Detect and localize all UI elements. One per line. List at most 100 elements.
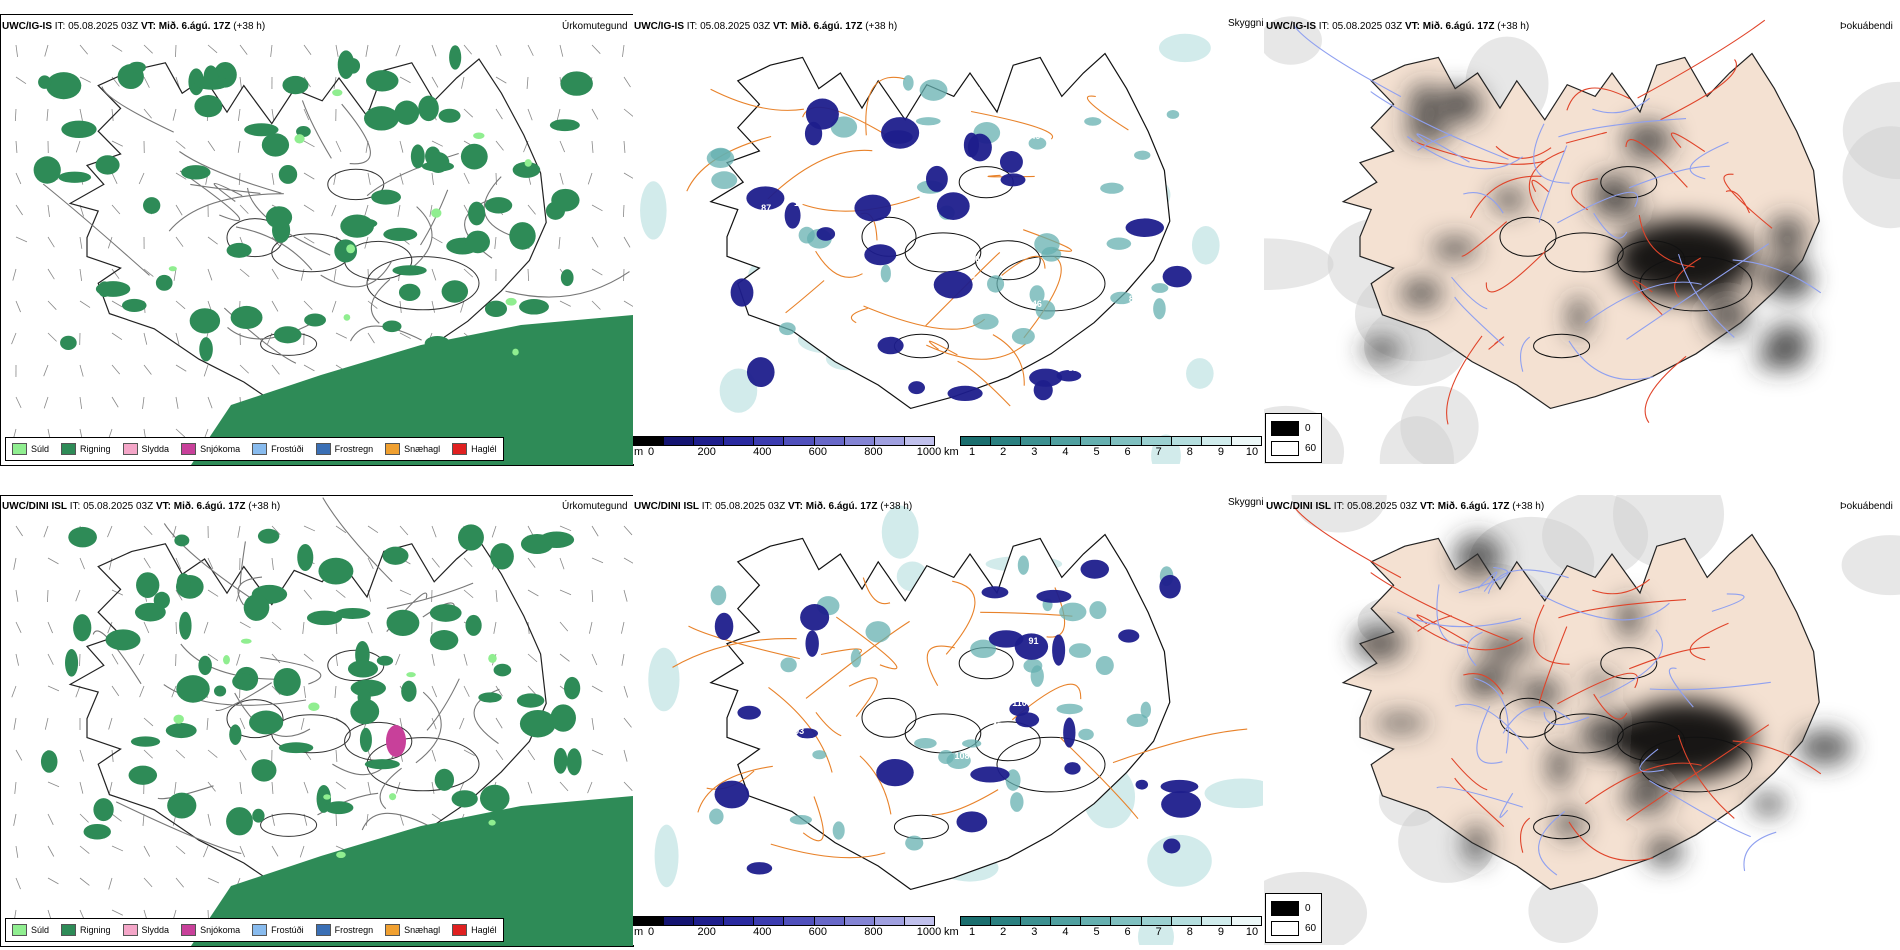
wind-barb	[47, 204, 50, 217]
vt-value: Mið. 6.ágú. 17Z	[1422, 21, 1495, 32]
precip-area	[265, 206, 293, 229]
wind-barb	[47, 268, 55, 280]
precip-area	[915, 117, 941, 126]
wind-barb	[623, 108, 633, 117]
precip-area	[441, 280, 469, 303]
precip-area	[714, 780, 750, 809]
wind-barb	[303, 685, 306, 698]
wind-barb	[47, 236, 55, 248]
precip-area	[232, 673, 255, 690]
legend-item: Frostregn	[315, 443, 373, 455]
precip-area	[1519, 677, 1562, 708]
wind-barb	[367, 781, 371, 794]
road-network	[1411, 19, 1773, 425]
precip-area	[1163, 838, 1181, 854]
precip-area	[392, 265, 427, 276]
precip-area	[478, 692, 502, 703]
wind-barb	[463, 557, 473, 568]
wind-barb	[207, 653, 219, 662]
wind-barb	[14, 108, 17, 122]
wind-barb	[527, 108, 533, 121]
wind-barb	[175, 140, 186, 149]
precip-area	[401, 680, 417, 702]
precip-area	[1291, 495, 1387, 533]
cloudbase-value-label: 84	[1128, 293, 1139, 304]
wind-barb	[303, 589, 312, 600]
precip-area	[332, 89, 343, 97]
cloudbase-value-label: 108	[954, 750, 970, 761]
vt-label: VT:	[1404, 21, 1420, 32]
wind-barb	[335, 44, 339, 57]
wind-barb	[493, 621, 497, 634]
it-value: 05.08.2025 03Z	[1332, 21, 1403, 32]
precip-area	[553, 747, 568, 774]
wind-barb	[175, 44, 177, 58]
wind-barb	[271, 781, 274, 794]
glacier-outline	[1639, 736, 1753, 793]
colorbar-cell	[754, 917, 785, 925]
legend-swatch	[122, 924, 138, 936]
precip-area	[1161, 790, 1201, 818]
wind-barb	[399, 332, 411, 339]
wind-barb	[108, 877, 113, 890]
header-row2-fog: UWC/DINI ISL IT: 05.08.2025 03Z VT: Mið.…	[1266, 501, 1544, 512]
precip-area	[95, 155, 120, 175]
precip-area	[560, 269, 574, 287]
wind-barb	[621, 621, 625, 634]
wind-barb	[47, 332, 57, 342]
wind-barb	[75, 589, 81, 602]
header-row1-cloud: UWC/IG-IS IT: 05.08.2025 03Z VT: Mið. 6.…	[634, 21, 897, 32]
precip-area	[340, 214, 374, 238]
precip-area	[640, 181, 667, 240]
precip-area	[509, 222, 536, 250]
colorbar-tick-label: 3	[1031, 446, 1038, 458]
precip-area	[199, 337, 213, 362]
wind-barb	[395, 653, 401, 666]
precip-area	[1408, 83, 1443, 123]
precip-area	[490, 543, 514, 570]
wind-barb	[79, 877, 90, 886]
precip-area	[519, 299, 549, 315]
precip-area	[213, 685, 227, 697]
precip-area	[880, 264, 891, 283]
cloudbase-value-label: 86	[742, 340, 753, 351]
glacier-outline	[260, 813, 318, 837]
wind-barb	[623, 76, 631, 88]
cloudbase-value-label: 595	[953, 125, 969, 136]
legend-swatch	[452, 443, 468, 455]
road-network	[1292, 505, 1822, 862]
precip-area	[194, 95, 223, 118]
precip-area	[1029, 368, 1063, 387]
wind-barb	[623, 685, 628, 698]
wind-barb	[271, 845, 279, 857]
legend-item: Frostregn	[315, 924, 373, 936]
precip-area	[308, 702, 320, 712]
precip-area	[83, 823, 111, 840]
precip-area	[451, 790, 478, 808]
wind-barb	[559, 557, 565, 570]
wind-barb	[303, 44, 312, 55]
wind-barb	[111, 909, 123, 916]
wind-barb	[79, 781, 84, 794]
precip-area	[488, 819, 496, 826]
wind-barb	[591, 204, 603, 212]
precip-area	[249, 710, 284, 735]
colorbar-tick-label: 3	[1031, 926, 1038, 938]
wind-barb	[399, 525, 409, 536]
legend-label: Snæhagl	[404, 444, 441, 454]
precip-area	[418, 95, 439, 122]
wind-barb	[138, 653, 145, 666]
wind-barb	[556, 108, 561, 121]
wind-barb	[15, 236, 28, 243]
wind-barb	[111, 268, 120, 279]
cloudbase-value-label: 57	[970, 86, 981, 97]
cloudbase-value-label: 449	[1025, 131, 1041, 142]
cloudbase-value-label: 42	[838, 187, 849, 197]
wind-barb	[235, 589, 241, 602]
wind-barb	[335, 781, 346, 790]
precip-area	[1011, 327, 1035, 345]
precip-area	[737, 705, 761, 720]
colorbar-cell	[664, 917, 695, 925]
precip-area	[457, 524, 484, 551]
precip-area	[1059, 602, 1087, 622]
